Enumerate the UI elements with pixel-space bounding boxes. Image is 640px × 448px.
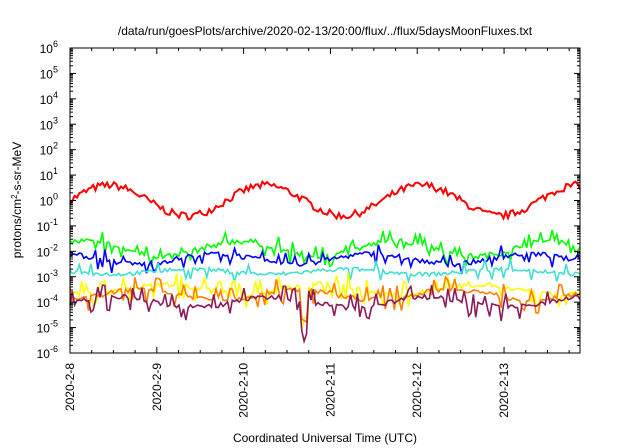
y-tick-label: 105 xyxy=(40,64,58,81)
y-tick-label-base: 10 xyxy=(37,322,51,336)
y-tick-label-base: 10 xyxy=(40,144,54,158)
y-tick-label-exponent: -1 xyxy=(50,217,58,227)
y-tick-label: 106 xyxy=(40,39,58,56)
series-line-4 xyxy=(69,258,581,284)
y-tick-label-exponent: 6 xyxy=(53,39,58,49)
y-tick-label: 103 xyxy=(40,115,58,132)
x-tick-label: 2020-2-10 xyxy=(237,363,251,418)
y-tick-label-exponent: -2 xyxy=(50,242,58,252)
series-line-1 xyxy=(69,179,581,222)
y-tick-label: 10-5 xyxy=(37,319,58,336)
y-tick-label: 10-4 xyxy=(37,293,58,310)
plot-area: 10-610-510-410-310-210-11001011021031041… xyxy=(37,39,581,418)
y-tick-label-base: 10 xyxy=(40,67,54,81)
x-tick-label: 2020-2-8 xyxy=(63,363,77,411)
series-line-2 xyxy=(69,228,581,269)
y-tick-label: 10-3 xyxy=(37,268,58,285)
series-line-3 xyxy=(69,244,581,274)
y-tick-label: 100 xyxy=(40,192,58,209)
y-tick-label: 10-2 xyxy=(37,242,58,259)
y-axis-label-base: protons/cm xyxy=(10,199,24,258)
y-tick-label: 10-1 xyxy=(37,217,58,234)
y-tick-label-exponent: 0 xyxy=(53,192,58,202)
y-tick-label-base: 10 xyxy=(40,118,54,132)
y-tick-label: 102 xyxy=(40,141,58,158)
y-tick-label-exponent: 3 xyxy=(53,115,58,125)
y-axis-label-rest: -s-sr-MeV xyxy=(10,142,24,195)
y-tick-label-base: 10 xyxy=(40,169,54,183)
y-tick-label-base: 10 xyxy=(40,93,54,107)
series-line-7 xyxy=(69,284,581,345)
series-line-6 xyxy=(69,275,581,324)
y-tick-label-base: 10 xyxy=(37,271,51,285)
chart-title: /data/run/goesPlots/archive/2020-02-13/2… xyxy=(118,24,533,38)
y-tick-label-base: 10 xyxy=(40,195,54,209)
y-tick-label-exponent: 2 xyxy=(53,141,58,151)
y-tick-label: 101 xyxy=(40,166,58,183)
x-tick-label: 2020-2-13 xyxy=(497,363,511,418)
y-tick-label-exponent: 4 xyxy=(53,90,58,100)
y-tick-label-exponent: 1 xyxy=(53,166,58,176)
y-axis-label: protons/cm2-s-sr-MeV xyxy=(10,142,25,258)
y-tick-label-exponent: -5 xyxy=(50,319,58,329)
y-tick-label-base: 10 xyxy=(40,42,54,56)
y-tick-label-base: 10 xyxy=(37,296,51,310)
y-tick-label-exponent: -6 xyxy=(50,344,58,354)
x-tick-label: 2020-2-12 xyxy=(410,363,424,418)
x-tick-label: 2020-2-9 xyxy=(150,363,164,411)
y-tick-label-base: 10 xyxy=(37,347,51,361)
y-tick-label-base: 10 xyxy=(37,245,51,259)
y-tick-label-exponent: -4 xyxy=(50,293,58,303)
x-axis-label: Coordinated Universal Time (UTC) xyxy=(233,431,417,445)
y-axis-label-sup: 2 xyxy=(10,194,19,199)
y-tick-label-exponent: 5 xyxy=(53,64,58,74)
y-tick-label: 10-6 xyxy=(37,344,58,361)
y-tick-label-base: 10 xyxy=(37,220,51,234)
x-tick-label: 2020-2-11 xyxy=(323,363,337,417)
y-tick-label: 104 xyxy=(40,90,58,107)
y-tick-label-exponent: -3 xyxy=(50,268,58,278)
